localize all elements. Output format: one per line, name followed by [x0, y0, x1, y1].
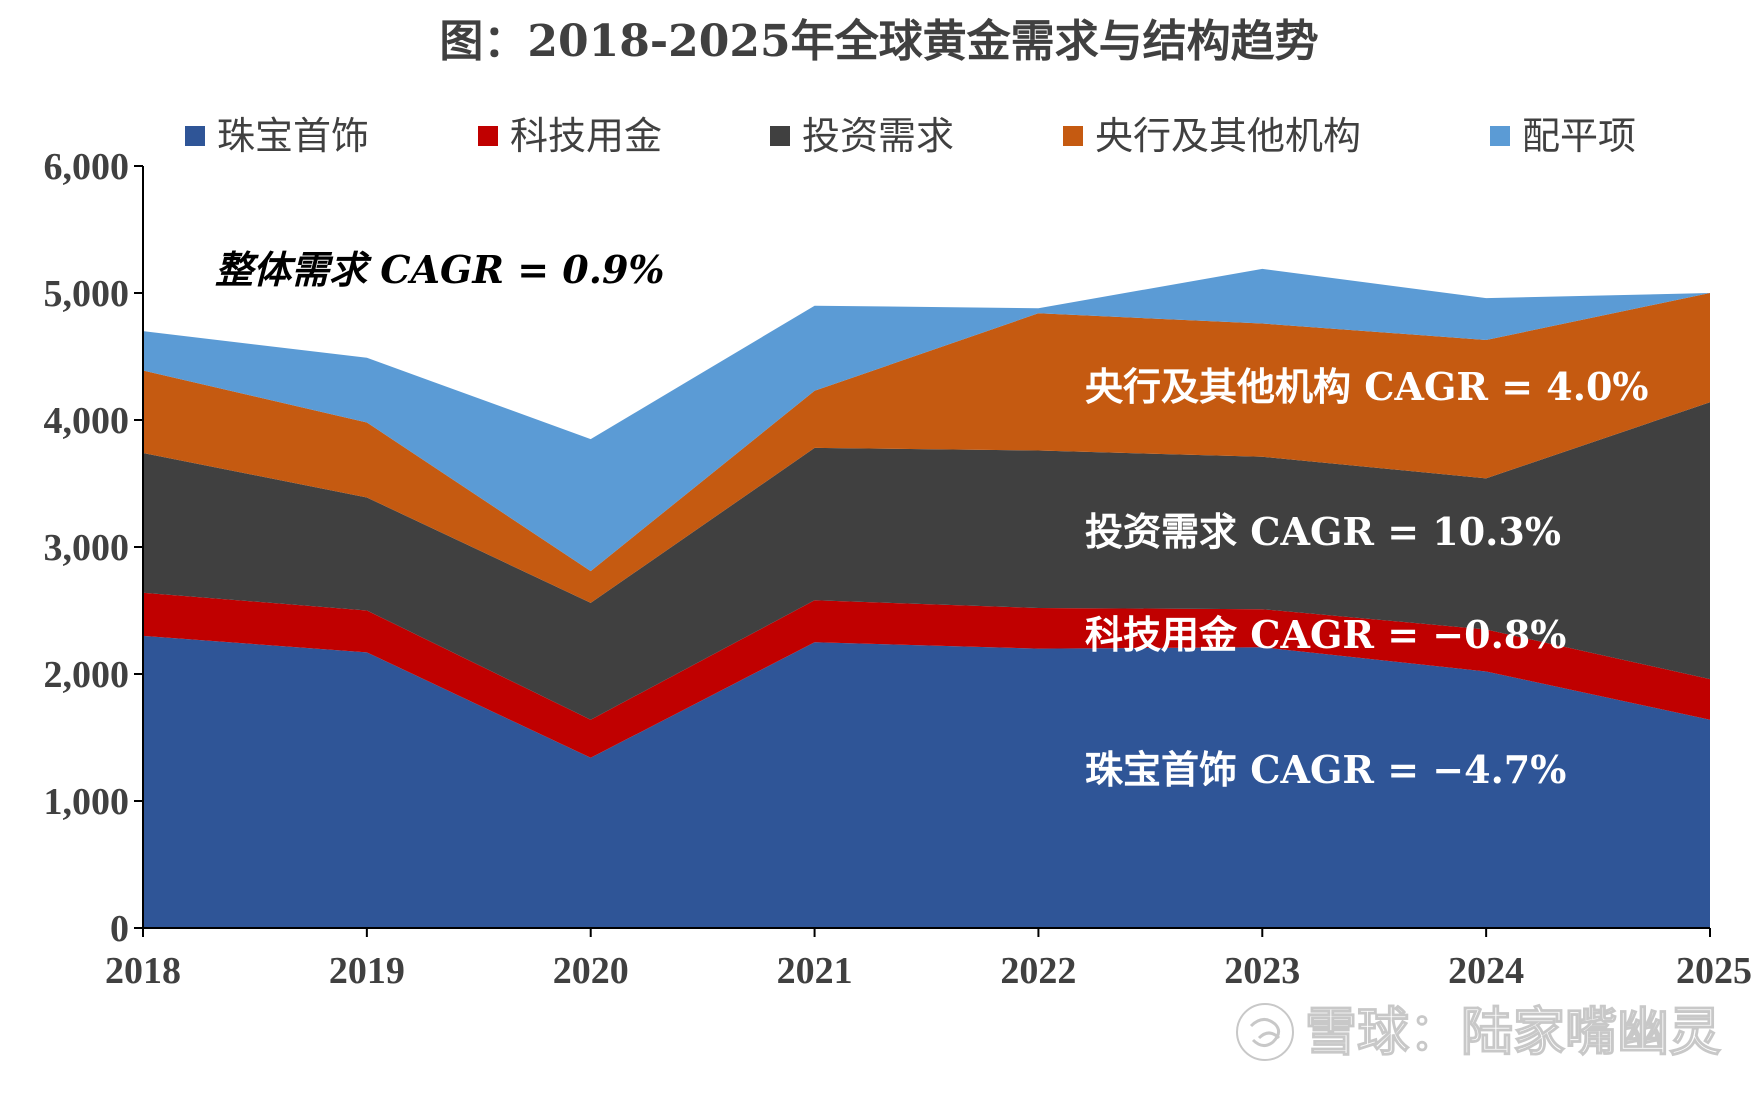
x-tick-label: 2025 [1676, 950, 1752, 992]
y-tick-label: 4,000 [44, 400, 130, 442]
x-tick-label: 2021 [777, 950, 853, 992]
legend-label: 珠宝首饰 [217, 114, 369, 158]
legend-item: 央行及其他机构 [1063, 114, 1361, 158]
legend-item: 珠宝首饰 [185, 114, 369, 158]
area-series-4 [143, 293, 1710, 603]
x-tick-label: 2024 [1448, 950, 1524, 992]
legend: 珠宝首饰 科技用金 投资需求 央行及其他机构 配平项 [185, 114, 1636, 158]
annotation-tech: 科技用金 CAGR = −0.8% [1085, 612, 1566, 657]
legend-swatch [185, 126, 205, 146]
y-tick-label: 2,000 [44, 654, 130, 696]
watermark-text: 雪球：陆家嘴幽灵 [1305, 1003, 1721, 1063]
area-series-3 [143, 402, 1710, 720]
y-tick-label: 0 [110, 908, 129, 950]
annotation-cb: 央行及其他机构 CAGR = 4.0% [1085, 364, 1649, 409]
y-tick-label: 3,000 [44, 527, 130, 569]
x-tick-label: 2020 [553, 950, 629, 992]
area-series-group [143, 268, 1710, 928]
area-series-5 [143, 268, 1710, 572]
axes: 0 1,000 2,000 3,000 4,000 5,000 6,000 2018 2019 2… [44, 146, 1753, 992]
x-tick-label: 2022 [1000, 950, 1076, 992]
annotation-total: 整体需求 CAGR = 0.9% [215, 247, 665, 292]
legend-label: 央行及其他机构 [1095, 114, 1361, 158]
annotation-jewel: 珠宝首饰 CAGR = −4.7% [1085, 747, 1566, 792]
area-series-1 [143, 635, 1710, 928]
chart-title: 图：2018-2025年全球黄金需求与结构趋势 [439, 16, 1318, 67]
y-tick-label: 6,000 [44, 146, 130, 188]
x-tick-label: 2023 [1224, 950, 1300, 992]
x-tick-label: 2019 [329, 950, 405, 992]
legend-item: 配平项 [1490, 114, 1636, 158]
legend-label: 投资需求 [802, 114, 954, 158]
legend-item: 投资需求 [770, 114, 954, 158]
y-tick-label: 1,000 [44, 781, 130, 823]
legend-label: 科技用金 [510, 114, 662, 158]
legend-swatch [770, 126, 790, 146]
legend-item: 科技用金 [478, 114, 662, 158]
annotations: 整体需求 CAGR = 0.9% 央行及其他机构 CAGR = 4.0% 投资需求 … [215, 247, 1649, 792]
legend-swatch [1490, 126, 1510, 146]
legend-swatch [1063, 126, 1083, 146]
legend-label: 配平项 [1522, 114, 1636, 158]
annotation-inv: 投资需求 CAGR = 10.3% [1085, 509, 1561, 554]
y-tick-label: 5,000 [44, 273, 130, 315]
legend-swatch [478, 126, 498, 146]
snowball-logo-icon [1236, 1003, 1294, 1061]
watermark: 雪球：陆家嘴幽灵 [1236, 1002, 1722, 1064]
x-tick-label: 2018 [105, 950, 181, 992]
area-series-2 [143, 592, 1710, 758]
